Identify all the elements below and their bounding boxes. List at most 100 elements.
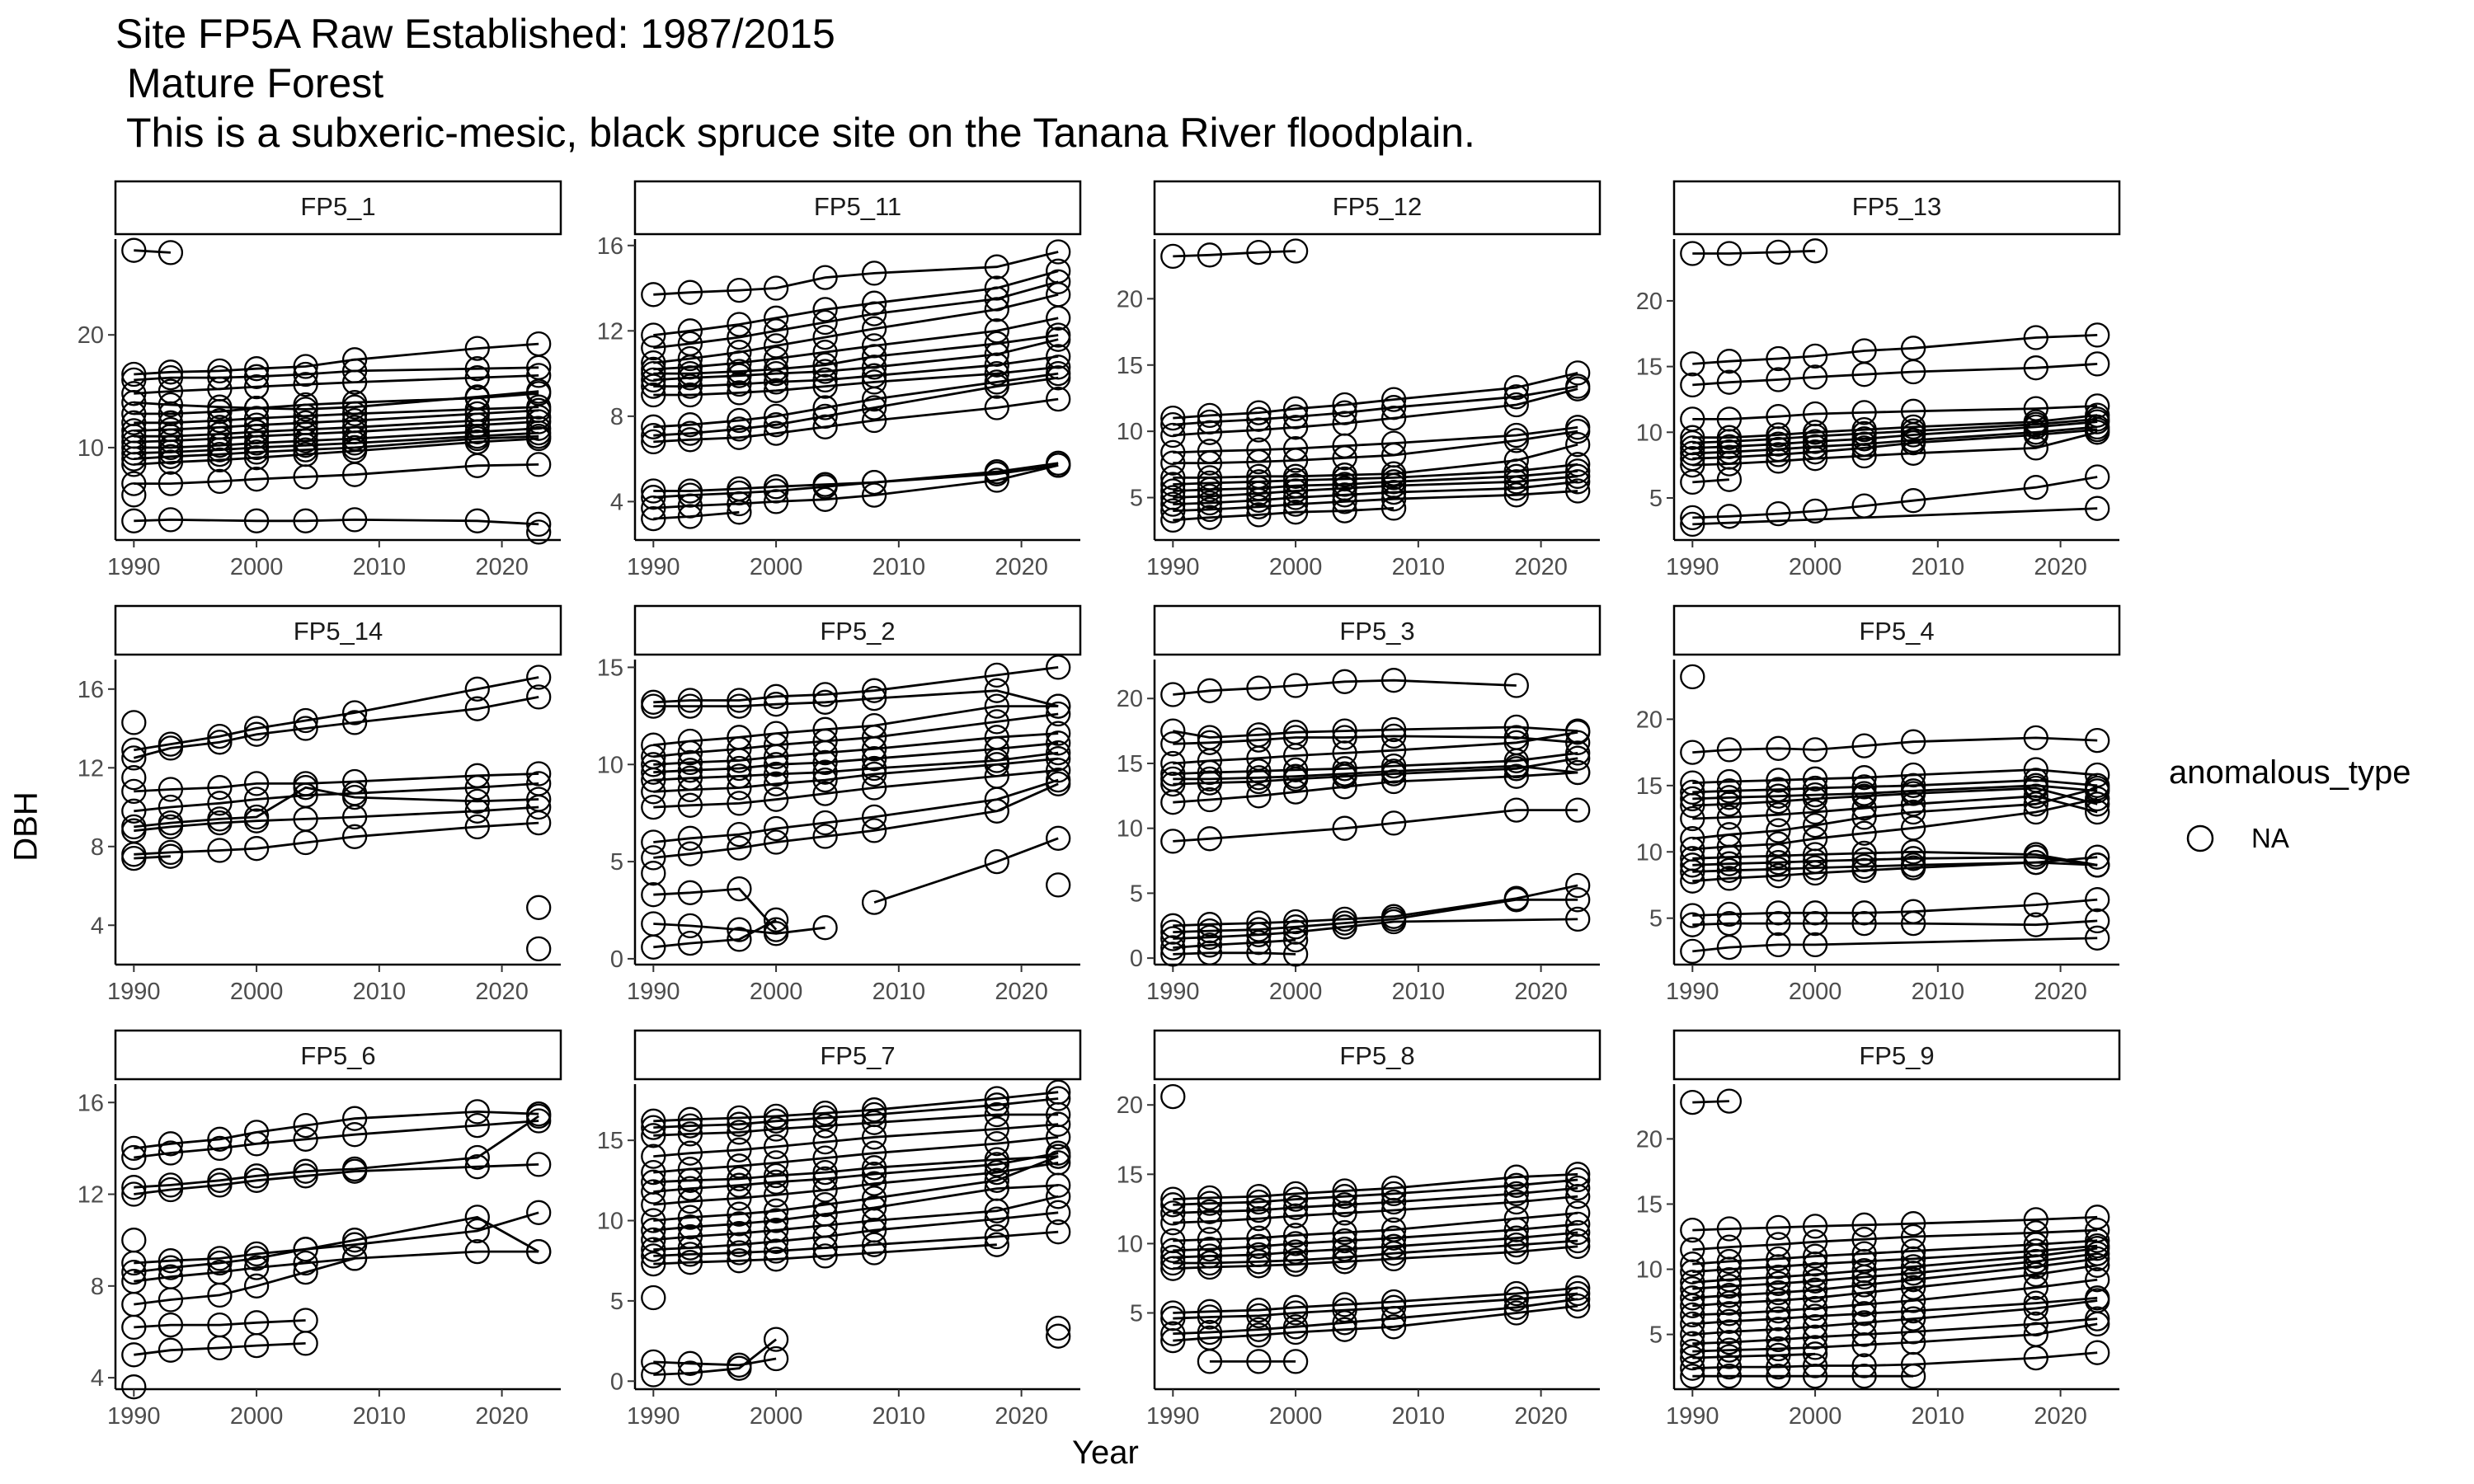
- tree-line: [653, 1135, 1059, 1174]
- data-point: [1680, 792, 1705, 819]
- tree-line: [1692, 856, 2098, 883]
- data-point: [1197, 450, 1223, 476]
- data-point: [1716, 1248, 1743, 1275]
- data-point: [861, 1161, 887, 1187]
- data-point: [861, 818, 887, 843]
- data-point: [1503, 1164, 1529, 1190]
- facet-strip-label: FP5_3: [1339, 617, 1414, 646]
- data-point: [1282, 1203, 1309, 1228]
- data-point: [526, 1103, 552, 1129]
- data-point: [1766, 1280, 1791, 1306]
- data-point: [1160, 1192, 1186, 1218]
- data-point: [1802, 238, 1828, 264]
- y-tick-label: 10: [597, 1209, 623, 1235]
- data-point: [1046, 386, 1071, 412]
- data-point: [641, 478, 666, 504]
- data-point: [1197, 1304, 1223, 1330]
- data-point: [812, 1105, 838, 1131]
- y-tick-label: 10: [1636, 1257, 1663, 1284]
- data-point: [464, 1218, 490, 1244]
- data-point: [1851, 435, 1877, 461]
- data-point: [2085, 925, 2110, 951]
- x-tick-label: 1990: [627, 979, 680, 1005]
- x-tick-label: 2000: [750, 1403, 803, 1430]
- data-point: [1766, 239, 1791, 265]
- data-point: [1680, 852, 1705, 878]
- data-point: [677, 1360, 703, 1386]
- data-point: [641, 495, 666, 521]
- tree-line: [1692, 937, 2098, 953]
- data-point: [763, 305, 789, 331]
- tree-line: [1692, 1352, 1816, 1360]
- tree-line: [134, 390, 539, 411]
- tree-line: [1692, 507, 2098, 526]
- data-point: [243, 439, 270, 465]
- data-point: [1197, 787, 1223, 813]
- data-point: [861, 761, 887, 787]
- data-point: [1680, 372, 1705, 398]
- data-point: [812, 486, 838, 512]
- y-tick-label: 15: [597, 1128, 623, 1154]
- data-point: [727, 324, 752, 350]
- data-point: [293, 403, 318, 429]
- data-point: [677, 825, 703, 851]
- data-point: [2085, 852, 2110, 878]
- data-point: [1766, 442, 1791, 467]
- data-point: [677, 279, 703, 305]
- data-point: [1046, 365, 1071, 391]
- facet-strip-label: FP5_4: [1859, 617, 1934, 646]
- data-point: [1160, 761, 1186, 787]
- data-point: [1565, 797, 1591, 823]
- data-point: [763, 403, 789, 430]
- data-point: [861, 1125, 887, 1150]
- data-point: [812, 352, 838, 378]
- data-point: [1046, 693, 1071, 719]
- tree-line: [1173, 430, 1578, 465]
- data-point: [861, 1097, 887, 1123]
- x-tick-label: 2020: [995, 554, 1048, 580]
- data-point: [1503, 428, 1529, 453]
- data-point: [1680, 859, 1705, 885]
- data-point: [2023, 414, 2048, 440]
- chart-title-line-3: This is a subxeric-mesic, black spruce s…: [115, 110, 1475, 156]
- tree-line: [1173, 387, 1578, 437]
- tree-line: [653, 1155, 1059, 1222]
- data-point: [1766, 1298, 1791, 1324]
- panel-FP5_3: FP5_3 1990 2000 2010 2020 0 5 10 15 20: [1117, 604, 1602, 1005]
- y-tick-label: 15: [1117, 353, 1143, 379]
- tree-line: [653, 741, 1059, 774]
- data-point: [861, 890, 887, 915]
- data-point: [1680, 1276, 1705, 1302]
- data-point: [812, 474, 838, 500]
- data-point: [763, 1238, 789, 1264]
- data-point: [1716, 844, 1743, 870]
- data-point: [1680, 912, 1705, 937]
- data-point: [1046, 1315, 1071, 1341]
- data-point: [984, 662, 1009, 688]
- data-point: [1160, 718, 1186, 744]
- data-point: [2085, 844, 2110, 870]
- data-point: [243, 1131, 270, 1157]
- data-point: [1900, 846, 1926, 871]
- data-point: [641, 1179, 666, 1205]
- data-point: [121, 1181, 147, 1207]
- data-point: [526, 363, 552, 388]
- data-point: [1900, 773, 1926, 798]
- data-point: [1851, 1212, 1877, 1237]
- x-tick-label: 2000: [750, 979, 803, 1005]
- data-point: [727, 755, 752, 782]
- data-point: [812, 1177, 838, 1203]
- data-point: [121, 1175, 147, 1200]
- data-point: [1851, 840, 1877, 866]
- data-point: [1160, 411, 1186, 438]
- data-point: [1197, 505, 1223, 530]
- y-tick-label: 10: [1117, 816, 1143, 843]
- data-point: [1503, 748, 1529, 773]
- data-point: [2085, 786, 2110, 812]
- y-tick-label: 12: [597, 318, 623, 345]
- data-point: [2085, 1228, 2110, 1253]
- tree-line: [1692, 420, 2098, 449]
- data-point: [1900, 1246, 1926, 1272]
- data-point: [1332, 1317, 1357, 1342]
